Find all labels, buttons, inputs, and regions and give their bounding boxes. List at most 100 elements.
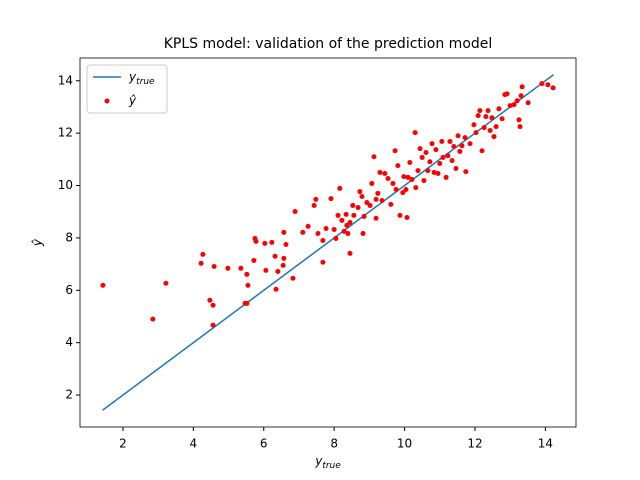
data-point	[514, 98, 520, 104]
data-point	[471, 122, 477, 128]
data-point	[440, 155, 446, 161]
data-point	[516, 117, 522, 123]
data-point	[412, 130, 418, 136]
data-point	[519, 84, 525, 90]
x-axis-label-base: y	[314, 454, 323, 468]
data-point	[463, 169, 469, 175]
data-point	[305, 223, 311, 229]
data-point	[283, 241, 289, 247]
plot-frame	[79, 57, 577, 428]
data-point	[499, 116, 505, 122]
data-point	[211, 263, 217, 269]
x-tick-label: 12	[467, 437, 482, 451]
data-point	[395, 163, 401, 169]
data-point	[393, 186, 399, 192]
data-point	[320, 238, 326, 244]
data-point	[347, 219, 353, 225]
data-point	[377, 169, 383, 175]
data-point	[367, 202, 373, 208]
data-point	[388, 201, 394, 207]
data-point	[507, 103, 513, 109]
data-point	[331, 227, 337, 233]
data-point	[253, 238, 259, 244]
data-point	[244, 300, 250, 306]
data-point	[403, 186, 409, 192]
data-point	[163, 280, 169, 286]
data-point	[323, 225, 329, 231]
data-point	[328, 196, 334, 202]
data-point	[341, 228, 347, 234]
data-point	[364, 200, 370, 206]
data-point	[369, 180, 375, 186]
data-point	[315, 230, 321, 236]
data-point	[251, 257, 257, 263]
data-point	[425, 168, 431, 174]
data-point	[423, 150, 429, 156]
y-tick-label: 10	[58, 178, 73, 192]
data-point	[375, 190, 381, 196]
data-point	[429, 141, 435, 147]
data-point	[445, 153, 451, 159]
y-tick-label: 14	[58, 73, 73, 87]
data-point	[281, 255, 287, 261]
data-point	[467, 141, 473, 147]
x-tick-label: 4	[190, 437, 198, 451]
data-point	[419, 155, 425, 161]
x-axis-label-sub: true	[322, 461, 341, 471]
data-point	[397, 212, 403, 218]
x-tick-label: 2	[119, 437, 127, 451]
data-point	[238, 265, 244, 271]
data-point	[344, 222, 350, 228]
data-point	[280, 262, 286, 268]
legend-swatch	[104, 98, 110, 104]
data-point	[457, 148, 463, 154]
data-point	[443, 174, 449, 180]
data-point	[373, 215, 379, 221]
data-point	[244, 271, 250, 277]
y-tick-label: 4	[65, 335, 73, 349]
data-point	[407, 159, 413, 165]
data-point	[198, 260, 204, 266]
y-axis-label: ŷ	[31, 238, 45, 247]
data-point	[200, 251, 206, 257]
data-point	[385, 175, 391, 181]
data-point	[100, 282, 106, 288]
data-point	[462, 135, 468, 141]
data-point	[447, 139, 453, 145]
data-point	[453, 166, 459, 172]
data-point	[320, 259, 326, 265]
data-point	[483, 114, 489, 120]
data-point	[210, 302, 216, 308]
data-point	[311, 202, 317, 208]
data-point	[415, 168, 421, 174]
data-point	[409, 177, 415, 183]
data-point	[511, 102, 517, 108]
data-point	[525, 100, 531, 106]
data-point	[382, 170, 388, 176]
data-point	[427, 159, 433, 165]
data-point	[347, 250, 353, 256]
x-tick-label: 8	[330, 437, 338, 451]
data-point	[459, 143, 465, 149]
data-point	[431, 169, 437, 175]
data-point	[339, 217, 345, 223]
data-point	[273, 286, 279, 292]
legend-box	[86, 64, 168, 114]
data-point	[350, 202, 356, 208]
data-point	[451, 144, 457, 150]
data-point	[262, 240, 268, 246]
legend-label-base: y	[128, 70, 137, 84]
data-point	[417, 146, 423, 152]
data-point	[150, 316, 156, 322]
data-point	[333, 235, 339, 241]
legend-label: ytrue	[128, 70, 155, 87]
data-point	[437, 161, 443, 167]
data-point	[491, 134, 497, 140]
data-point	[485, 108, 491, 114]
data-point	[292, 208, 298, 214]
data-point	[487, 128, 493, 134]
data-point	[435, 170, 441, 176]
x-tick-label: 14	[538, 437, 553, 451]
data-point	[433, 147, 439, 153]
